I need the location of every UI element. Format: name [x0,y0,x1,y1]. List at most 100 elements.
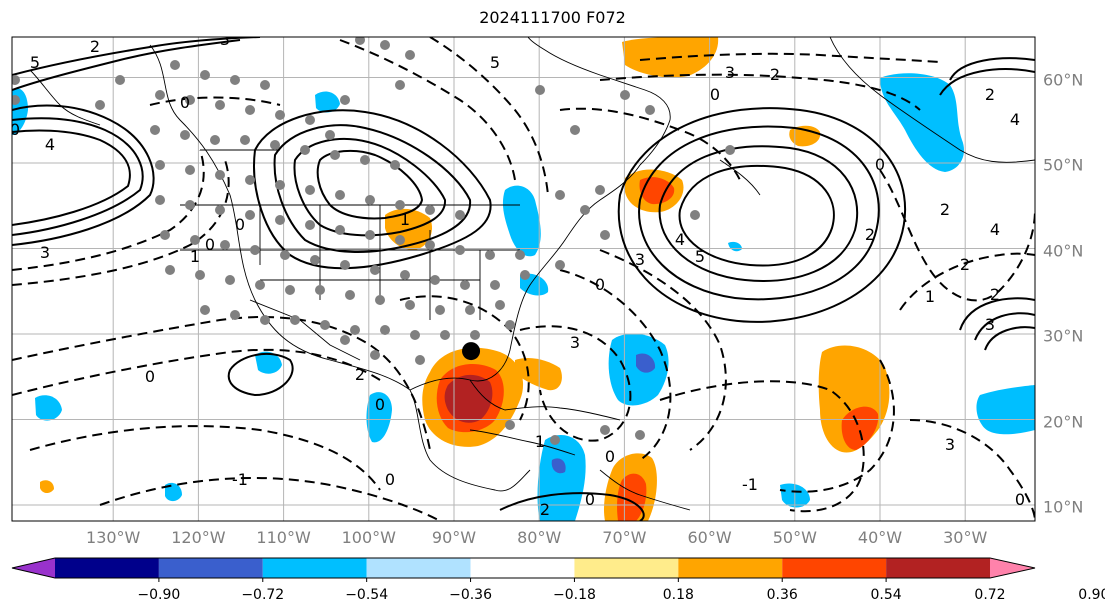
contour-label: 0 [145,367,155,386]
station-dot [340,95,350,105]
station-dot [430,275,440,285]
contour-line [429,37,549,196]
station-dot [410,330,420,340]
colorbar-bin [678,558,783,578]
station-dot [185,165,195,175]
station-dot [345,290,355,300]
anomaly-region [636,353,656,373]
station-dot [185,200,195,210]
station-dot [405,300,415,310]
longitude-label: 130°W [86,528,141,547]
contour-line [12,104,155,246]
station-dot [515,250,525,260]
anomaly-region [165,482,182,502]
station-dot [230,310,240,320]
station-dot [185,95,195,105]
contour-line [974,312,1035,341]
station-dot [635,430,645,440]
contour-label: 2 [960,255,970,274]
contour-line [316,149,424,220]
contour-line [339,39,516,181]
station-dot [325,130,335,140]
station-dot [440,330,450,340]
station-dot [400,270,410,280]
station-dot [360,155,370,165]
longitude-label: 120°W [171,528,226,547]
contour-line [293,138,447,237]
contour-label: 0 [1015,490,1025,509]
latitude-label: 20°N [1043,412,1084,431]
contour-label: 4 [675,230,685,249]
station-dot [230,75,240,85]
station-dot [455,210,465,220]
station-dot [415,355,425,365]
station-dot [225,275,235,285]
anomaly-region [608,333,669,406]
contour-label: 0 [595,275,605,294]
station-dot [485,250,495,260]
contour-line [559,269,672,461]
station-dot [340,335,350,345]
contour-label: 0 [585,490,595,509]
coastline [29,69,101,126]
station-dot [465,305,475,315]
station-dot [335,225,345,235]
station-dot [315,285,325,295]
contour-label: 4 [990,220,1000,239]
station-dot [220,240,230,250]
contour-line [659,380,865,513]
station-dot [375,295,385,305]
colorbar-tick-label: 0.18 [662,587,694,603]
contour-label: 0 [180,93,190,112]
contour-line [639,52,941,63]
anomaly-region [366,392,392,443]
contour-line [499,492,645,521]
station-dot [370,350,380,360]
station-dot [12,95,20,105]
map-frame [11,36,1036,522]
station-dot [395,80,405,90]
contour-line [559,107,741,181]
station-dot [355,37,365,45]
border [200,149,481,320]
station-dot [505,420,515,430]
contour-label: 1 [400,210,410,229]
station-dot [690,210,700,220]
contour-label: 3 [220,30,230,49]
station-dot [240,135,250,145]
colorbar-bin [55,558,159,578]
station-dot [245,210,255,220]
station-dot [200,70,210,80]
colorbar-outline [11,557,1036,579]
station-dot [300,145,310,155]
border [249,299,361,361]
contour-line [599,249,727,451]
coastline [719,159,761,196]
contour-line [99,476,441,521]
colorbar-tick-label: −0.90 [137,587,181,603]
contour-line [879,169,1035,302]
station-dot [520,270,530,280]
station-dot [595,185,605,195]
contour-label: -1 [742,475,758,494]
contour-label: 1 [925,287,935,306]
contour-line [12,149,205,271]
longitude-label: 50°W [772,528,817,547]
station-dot [180,130,190,140]
contour-line [617,107,906,323]
station-dot [390,160,400,170]
station-dot [215,170,225,180]
station-dot [490,280,500,290]
anomaly-region [40,480,54,494]
contour-line [12,39,241,91]
station-dot [395,235,405,245]
station-dot [165,265,175,275]
colorbar-extend-high [990,558,1035,578]
station-dot [195,270,205,280]
colorbar-bin [262,558,367,578]
contour-label: 0 [235,215,245,234]
station-dot [335,190,345,200]
station-dot [725,145,735,155]
station-dot [365,195,375,205]
